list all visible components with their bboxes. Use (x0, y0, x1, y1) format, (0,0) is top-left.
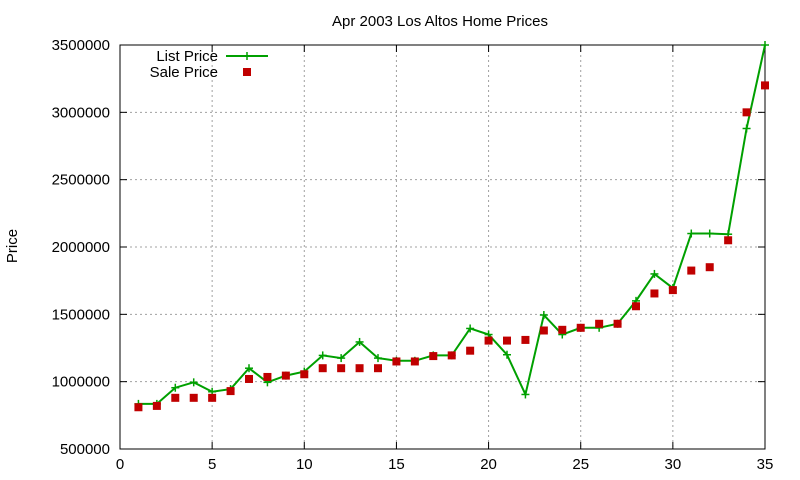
x-tick-label: 20 (480, 456, 497, 473)
axis-ticks: 0 5 10 15 20 25 30 35 500000 1000000 1500000 200000… (52, 37, 774, 473)
list-price-point (374, 354, 382, 363)
y-tick-label: 1000000 (52, 374, 110, 391)
list-price-point (189, 378, 198, 387)
sale-price-point (447, 351, 456, 360)
list-price-point (337, 354, 346, 363)
y-tick-label: 2000000 (52, 239, 110, 256)
sale-price-point (705, 263, 714, 272)
list-price-point (705, 229, 714, 238)
sale-price-point (189, 393, 198, 402)
sale-price-point (761, 81, 769, 90)
sale-price-point (152, 401, 161, 410)
list-price-point (742, 124, 751, 133)
sale-price-point (484, 336, 493, 345)
chart-title: Apr 2003 Los Altos Home Prices (332, 13, 548, 30)
legend-marker (243, 52, 251, 60)
x-tick-label: 25 (572, 456, 589, 473)
x-tick-label: 30 (665, 456, 682, 473)
list-price-point (761, 41, 769, 49)
legend-label: List Price (156, 48, 218, 65)
sale-price-point (503, 336, 511, 345)
sale-price-point (245, 374, 253, 383)
y-tick-label: 1500000 (52, 306, 110, 323)
sale-price-point (613, 319, 622, 328)
sale-price-point (281, 371, 290, 380)
series (134, 41, 769, 412)
sale-price-point (668, 286, 677, 295)
sale-price-point (226, 387, 235, 396)
legend-label: Sale Price (150, 64, 218, 81)
sale-price-point (355, 364, 364, 373)
x-tick-label: 35 (757, 456, 774, 473)
y-tick-label: 3000000 (52, 104, 110, 121)
sale-price-point (392, 357, 401, 366)
sale-price-point (263, 372, 272, 381)
list-price-point (687, 229, 696, 238)
sale-price-point (742, 108, 751, 117)
sale-price-point (208, 393, 217, 402)
sale-price-point (300, 370, 309, 379)
sale-price-point (171, 393, 180, 402)
sale-price-point (466, 346, 475, 355)
list-price-point (355, 337, 364, 346)
y-tick-label: 3500000 (52, 37, 110, 54)
sale-price-point (337, 364, 346, 373)
sale-price-point (374, 364, 382, 373)
sale-price-point (410, 357, 419, 366)
x-tick-label: 10 (296, 456, 313, 473)
sale-price-point (724, 236, 733, 245)
sale-price-point (521, 335, 530, 344)
sale-price-point (576, 323, 585, 332)
y-axis-label: Price (4, 229, 21, 263)
list-price-point (539, 311, 548, 320)
list-price-point (503, 350, 511, 359)
sale-price-point (539, 326, 548, 335)
y-tick-label: 500000 (60, 441, 110, 458)
sale-price-point (595, 319, 604, 328)
sale-price-point (632, 302, 640, 311)
grid (120, 45, 765, 449)
sale-price-point (650, 289, 659, 298)
list-price-point (521, 390, 530, 399)
sale-price-point (687, 266, 696, 275)
list-price-point (650, 269, 659, 278)
x-tick-label: 5 (208, 456, 216, 473)
sale-price-point (318, 364, 327, 373)
x-tick-label: 15 (388, 456, 405, 473)
list-price-line (138, 44, 766, 405)
sale-price-point (134, 403, 143, 412)
list-price-point (171, 383, 180, 392)
sale-price-point (558, 325, 567, 334)
x-tick-label: 0 (116, 456, 124, 473)
list-price-point (466, 324, 475, 333)
y-tick-label: 2500000 (52, 172, 110, 189)
list-price-point (318, 351, 327, 360)
series-sale-price (134, 81, 769, 412)
legend-marker (243, 68, 251, 76)
sale-price-point (429, 352, 438, 361)
list-price-point (245, 364, 253, 373)
